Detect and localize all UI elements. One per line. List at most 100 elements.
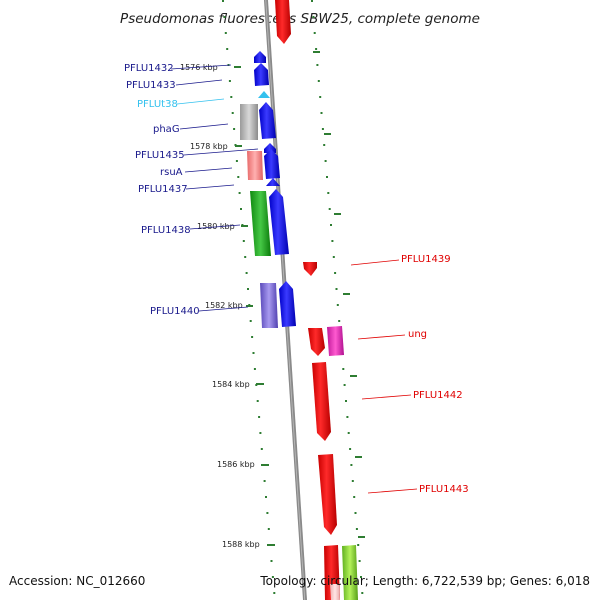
label-pflu1432[interactable]: PFLU1432 [124,63,174,74]
leader-line [183,148,259,156]
guide-dot [346,416,349,418]
gene-arrow-rsua-partner [247,151,263,180]
guide-dot [336,304,339,306]
guide-dot [317,80,320,82]
kbp-label-1580: 1580 kbp [197,222,235,231]
guide-dot [326,176,328,178]
kbp-tick-1584: 1584 kbp [212,380,264,389]
guide-dot [321,128,324,130]
gene-arrow-pflu1443[interactable] [318,454,337,535]
guide-dot [320,112,323,114]
guide-dot [330,224,332,226]
guide-dot [273,592,276,594]
guide-dot [266,512,269,514]
outer-tick [355,456,362,458]
gene-arrow-pflu1433[interactable] [254,63,269,86]
gene-arrow-pflu1432[interactable] [254,51,266,63]
gene-arrow-phag[interactable] [259,102,276,139]
guide-dot [350,464,353,466]
kbp-tick-1580: 1580 kbp [197,222,248,231]
guide-dot [351,480,354,482]
map-title: Pseudomonas fluorescens SBW25, complete … [120,11,480,27]
guide-dot [331,240,334,242]
guide-dot [347,432,350,434]
guide-dot [228,80,231,82]
kbp-tick-1582: 1582 kbp [205,301,253,310]
leader-line [176,98,225,105]
label-phag[interactable]: phaG [153,124,180,135]
label-pflu1439[interactable]: PFLU1439 [401,254,451,265]
guide-dot [231,112,234,114]
reverse-strand-genes [303,262,358,600]
gene-arrow-pflu1442[interactable] [312,362,331,441]
label-ung[interactable]: ung [408,329,427,340]
leader-line [367,488,418,494]
guide-dot [247,288,249,290]
label-rsua[interactable]: rsuA [160,167,183,178]
guide-dot [258,416,261,418]
kbp-tick-1578: 1578 kbp [190,142,242,151]
gene-arrow-pflu1438[interactable] [269,189,289,255]
gene-arrow-ung[interactable] [308,328,325,356]
gene-arrow-rsua[interactable] [264,149,280,179]
gene-arrow-pflu1438-partner [250,191,271,256]
outer-tick [313,51,320,53]
gene-arrow-partial-top [275,0,291,44]
kbp-label-1578: 1578 kbp [190,142,228,151]
guide-dot [354,512,357,514]
label-pflu1443[interactable]: PFLU1443 [419,484,469,495]
gene-arrow-pflu1440[interactable] [279,281,296,327]
accession-text: Accession: NC_012660 [9,574,146,588]
guide-dot [244,256,247,258]
guide-dot [253,368,256,370]
label-pflu1442[interactable]: PFLU1442 [413,390,463,401]
guide-dot [335,288,338,290]
guide-dot [245,272,248,274]
guide-dot [249,320,252,322]
guide-dot [358,560,361,562]
kbp-label-1582: 1582 kbp [205,301,243,310]
label-pflut38[interactable]: PFLUt38 [137,99,178,110]
guide-dot [270,560,273,562]
label-pflu1440[interactable]: PFLU1440 [150,306,200,317]
guide-dot [267,528,270,530]
guide-dot [242,240,245,242]
guide-dot [223,16,226,18]
guide-dot [311,0,313,2]
label-pflu1438[interactable]: PFLU1438 [141,225,191,236]
guide-dot [230,96,233,98]
guide-dot [327,192,330,194]
guide-dot [222,0,224,2]
guide-dot [256,400,259,402]
guide-dot [343,384,346,386]
guide-dot [238,192,241,194]
forward-gene-labels: PFLU1432 PFLU1433 PFLUt38 phaG PFLU1435 … [124,63,259,317]
gene-arrow-pflu1439[interactable] [303,262,317,276]
guide-dot [332,256,335,258]
guide-dot [324,160,327,162]
label-pflu1437[interactable]: PFLU1437 [138,184,188,195]
guide-dot [328,208,331,210]
kbp-label-1586: 1586 kbp [217,460,255,469]
leader-line [198,306,249,312]
guide-dot [224,32,227,34]
gene-arrow-pflu1437[interactable] [266,178,280,186]
gene-arrow-pflu1435[interactable] [264,143,276,153]
guide-dot [313,32,316,34]
forward-strand-genes [240,51,296,328]
guide-dot [271,576,274,578]
leader-line [179,123,229,130]
label-pflu1433[interactable]: PFLU1433 [126,80,176,91]
outer-tick [358,536,365,538]
leader-line [185,184,235,190]
leader-line [184,167,233,173]
guide-dot [319,96,322,98]
guide-dot [357,544,360,546]
leader-line [350,259,400,266]
guide-dot [349,448,352,450]
guide-dot [334,272,337,274]
guide-dot [233,128,236,130]
gene-arrow-pflut38[interactable] [258,91,270,98]
label-pflu1435[interactable]: PFLU1435 [135,150,185,161]
